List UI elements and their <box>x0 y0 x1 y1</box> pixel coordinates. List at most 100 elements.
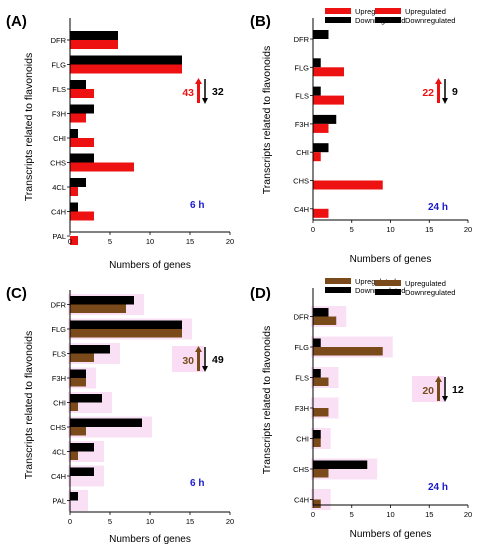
bar-upregulated-f3h <box>70 378 86 387</box>
category-label: CHS <box>293 465 309 474</box>
bar-downregulated-fls <box>313 369 321 378</box>
chart-panel-4: (D) Transcripts related to flavonoids Numb… <box>250 279 472 540</box>
x-axis-label: Numbers of genes <box>109 260 191 271</box>
up-total-label: 43 <box>182 87 194 99</box>
up-total-label: 22 <box>422 87 434 99</box>
category-label: DFR <box>294 35 310 44</box>
bar-upregulated-4cl <box>70 451 78 460</box>
x-tick-label: 5 <box>108 517 112 526</box>
category-label: FLS <box>295 374 309 383</box>
category-label: C4H <box>51 208 66 217</box>
bar-upregulated-f3h <box>313 408 329 417</box>
legend-label-downregulated: Downregulated <box>405 288 455 297</box>
bar-downregulated-dfr <box>313 308 329 317</box>
bar-upregulated-dfr <box>313 316 337 325</box>
category-label: C4H <box>51 472 66 481</box>
bar-downregulated-fls <box>70 345 110 354</box>
x-axis-label: Numbers of genes <box>109 534 191 545</box>
category-label: CHI <box>53 399 66 408</box>
x-tick-label: 20 <box>226 237 234 246</box>
bar-upregulated-fls <box>313 95 344 105</box>
category-label: CHI <box>53 134 66 143</box>
down-arrow-icon <box>202 98 208 104</box>
x-tick-label: 15 <box>425 510 433 519</box>
y-axis-label: Transcripts related to flavonoids <box>23 331 35 479</box>
bar-upregulated-fls <box>70 353 94 362</box>
category-label: C4H <box>294 496 309 505</box>
x-axis-label: Numbers of genes <box>350 529 432 540</box>
bar-upregulated-flg <box>313 347 383 356</box>
bar-upregulated-dfr <box>70 40 118 49</box>
category-label: DFR <box>294 313 310 322</box>
bar-downregulated-flg <box>70 55 182 65</box>
bar-downregulated-f3h <box>70 369 86 378</box>
bar-downregulated-chs <box>70 418 142 427</box>
bar-upregulated-4cl <box>70 187 78 196</box>
x-tick-label: 10 <box>386 225 394 234</box>
bar-upregulated-chs <box>70 162 134 172</box>
legend-swatch-downregulated <box>375 289 401 295</box>
category-label: DFR <box>51 36 67 45</box>
bar-downregulated-flg <box>70 320 182 329</box>
down-arrow-icon <box>442 98 448 104</box>
panel-label: (C) <box>6 285 27 302</box>
legend-label-downregulated: Downregulated <box>405 16 455 25</box>
bar-upregulated-flg <box>70 329 182 338</box>
x-tick-label: 0 <box>68 517 72 526</box>
bar-downregulated-flg <box>313 58 321 68</box>
bar-downregulated-f3h <box>313 114 337 124</box>
bar-downregulated-fls <box>70 80 86 89</box>
bar-downregulated-chi <box>313 143 329 153</box>
up-arrow-shaft <box>197 351 200 371</box>
legend-swatch-upregulated <box>325 8 351 14</box>
bar-upregulated-fls <box>313 377 329 386</box>
panel-label: (B) <box>250 13 271 30</box>
x-tick-label: 20 <box>464 225 472 234</box>
bar-downregulated-4cl <box>70 178 86 187</box>
panel-label: (D) <box>250 285 271 302</box>
bar-downregulated-4cl <box>70 443 94 452</box>
bar-upregulated-chi <box>313 152 321 162</box>
legend-swatch-downregulated <box>375 17 401 23</box>
category-label: CHI <box>296 148 309 157</box>
y-axis-label: Transcripts related to flavonoids <box>261 326 273 474</box>
x-tick-label: 20 <box>226 517 234 526</box>
bar-downregulated-c4h <box>70 467 94 476</box>
x-axis-label: Numbers of genes <box>350 254 432 265</box>
time-label: 6 h <box>190 200 204 211</box>
bar-downregulated-dfr <box>313 30 329 39</box>
time-label: 6 h <box>190 478 204 489</box>
y-axis-label: Transcripts related to flavonoids <box>261 46 273 194</box>
x-tick-label: 0 <box>311 510 315 519</box>
bar-upregulated-c4h <box>313 208 329 218</box>
panel-label: (A) <box>6 13 27 30</box>
x-tick-label: 10 <box>386 510 394 519</box>
bar-downregulated-flg <box>313 338 321 347</box>
category-label: F3H <box>295 404 309 413</box>
down-arrow-icon <box>202 366 208 372</box>
x-tick-label: 15 <box>186 517 194 526</box>
x-tick-label: 5 <box>350 510 354 519</box>
bar-upregulated-dfr <box>70 304 126 313</box>
bar-upregulated-chs <box>70 427 86 436</box>
category-label: FLG <box>294 343 309 352</box>
bar-downregulated-f3h <box>70 104 94 114</box>
legend-swatch-upregulated <box>325 278 351 284</box>
category-label: PAL <box>52 232 66 241</box>
down-arrow-icon <box>442 396 448 402</box>
bar-upregulated-chi <box>70 402 78 411</box>
category-label: F3H <box>52 374 66 383</box>
category-label: CHS <box>50 159 66 168</box>
category-label: DFR <box>51 301 67 310</box>
bar-downregulated-chi <box>70 394 102 403</box>
bar-upregulated-flg <box>313 67 344 77</box>
category-label: F3H <box>295 120 309 129</box>
legend-swatch-downregulated <box>325 287 351 293</box>
up-total-label: 20 <box>422 385 434 397</box>
legend-label-upregulated: Upregulated <box>405 279 446 288</box>
bar-downregulated-c4h <box>70 202 78 212</box>
x-tick-label: 10 <box>146 517 154 526</box>
chart-panel-1: (A) Transcripts related to flavonoids Numb… <box>6 7 405 271</box>
category-label: FLG <box>294 63 309 72</box>
